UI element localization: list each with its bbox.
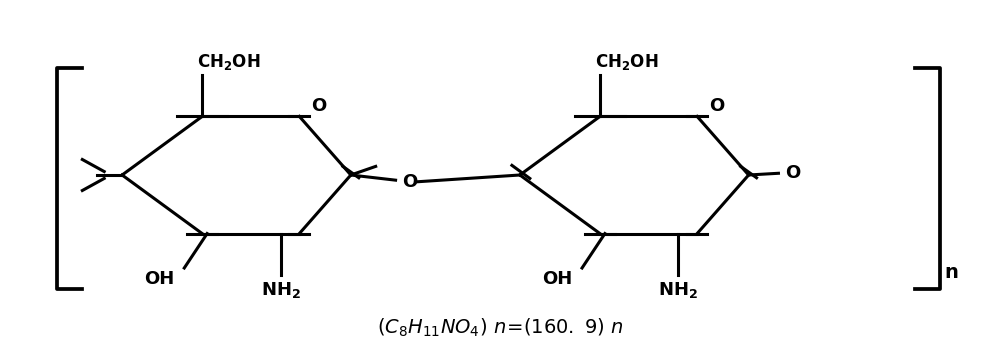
Text: $(C_8H_{11}NO_4)\ n\!=\!(160.\ 9)\ n$: $(C_8H_{11}NO_4)\ n\!=\!(160.\ 9)\ n$: [377, 317, 623, 340]
Text: OH: OH: [542, 270, 572, 288]
Text: O: O: [403, 173, 418, 191]
Text: O: O: [709, 97, 724, 115]
Text: OH: OH: [144, 270, 174, 288]
Text: O: O: [311, 97, 327, 115]
Text: $\mathbf{CH_2OH}$: $\mathbf{CH_2OH}$: [197, 52, 261, 72]
Text: $\mathbf{NH_2}$: $\mathbf{NH_2}$: [658, 280, 698, 300]
Text: $\mathbf{CH_2OH}$: $\mathbf{CH_2OH}$: [595, 52, 658, 72]
Text: n: n: [945, 263, 958, 282]
Text: O: O: [785, 164, 801, 182]
Text: $\mathbf{NH_2}$: $\mathbf{NH_2}$: [261, 280, 301, 300]
